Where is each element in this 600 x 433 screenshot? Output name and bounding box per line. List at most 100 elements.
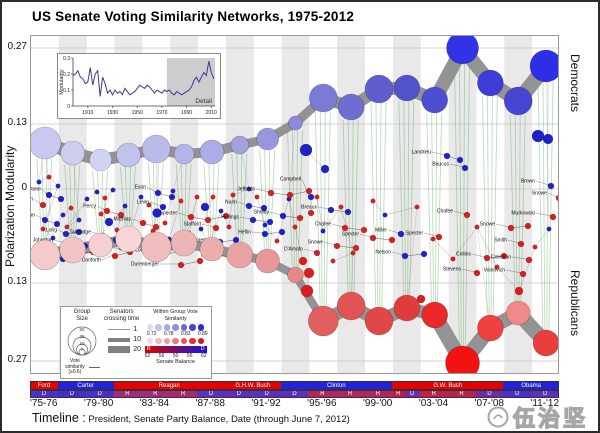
legend-box: Group Size 50 25 10 7 Vote similarity (≥0.6) …	[60, 306, 212, 379]
dem-group-node	[60, 140, 86, 166]
y-tick-label: 0	[21, 182, 27, 193]
senator-dot	[159, 203, 167, 211]
senator-dot	[198, 226, 204, 232]
senate-balance-segment: R	[169, 390, 198, 398]
senator-dot	[245, 202, 253, 210]
year-label: '91-'92	[251, 398, 281, 409]
senator-dot	[320, 228, 326, 234]
senator-dot	[303, 267, 315, 279]
watermark: 伍治坚	[487, 401, 588, 431]
vote-similarity-line	[214, 163, 220, 238]
inset-chart: 0 0.1 0.2 0.3 1910 1930 1950 1970 1990 2010 Modula…	[57, 53, 221, 119]
senator-dot	[45, 191, 53, 199]
year-label: '87-'88	[195, 398, 225, 409]
svg-text:25: 25	[79, 334, 85, 339]
vote-similarity-line	[208, 163, 212, 238]
senator-dot	[194, 194, 200, 200]
rep-group-node	[170, 229, 198, 257]
dem-group-node	[477, 69, 504, 97]
senator-dot	[117, 211, 125, 219]
vote-similarity-line	[520, 114, 526, 302]
senator-dot	[196, 257, 204, 265]
senator-dot	[111, 252, 119, 260]
senator-dot	[40, 226, 46, 232]
vote-similarity-line	[292, 129, 295, 268]
stripe	[337, 36, 366, 373]
senator-dot	[62, 230, 70, 238]
senator-dot	[517, 240, 525, 248]
year-label: '99-'00	[362, 398, 393, 409]
senator-dot	[122, 203, 128, 209]
vote-similarity-line	[314, 111, 321, 307]
senator-label: Murkowski	[511, 211, 535, 217]
similarity-values: 0.72 0.78 0.83 0.89	[146, 330, 208, 337]
vote-similarity-line	[353, 119, 359, 293]
senator-dot	[370, 198, 376, 204]
senator-dot	[388, 236, 396, 244]
rep-group-node	[505, 300, 531, 326]
senator-dot	[212, 224, 220, 232]
vote-similarity-line	[437, 112, 443, 303]
stripe	[448, 36, 477, 373]
svg-text:0.2: 0.2	[63, 72, 70, 78]
senator-dot	[320, 164, 330, 174]
svg-text:1970: 1970	[156, 110, 167, 116]
senator-dot	[146, 202, 152, 208]
svg-text:10: 10	[79, 341, 85, 346]
rep-group-node	[199, 236, 225, 262]
dem-similarity-ramp	[143, 324, 208, 331]
senator-dot	[382, 212, 388, 218]
senator-dot	[369, 234, 377, 242]
senate-balance-segment: D	[503, 390, 532, 398]
senator-dot	[307, 209, 315, 217]
senator-dot	[456, 156, 464, 164]
rep-group-node	[308, 305, 339, 337]
senator-label: Jeffords	[237, 187, 255, 193]
y-tick-label: 0.27	[7, 354, 27, 365]
president-segment: Reagan	[113, 381, 225, 390]
senator-label: Specter	[342, 232, 360, 238]
senator-label: Nelson	[375, 250, 391, 256]
senator-dot	[94, 189, 100, 195]
svg-text:1930: 1930	[107, 110, 118, 116]
svg-text:1950: 1950	[132, 110, 143, 116]
senate-balance-segment: R	[419, 390, 448, 398]
senator-dot	[474, 224, 480, 230]
rep-group-node	[31, 239, 61, 271]
president-segment: Obama	[503, 381, 560, 390]
senator-dot	[154, 189, 162, 197]
senator-dot	[266, 218, 274, 226]
senator-dot	[300, 284, 314, 298]
vote-similarity-line	[212, 163, 215, 238]
dem-group-node	[199, 139, 225, 165]
senator-dot	[53, 220, 61, 228]
vote-similarity-line	[403, 100, 407, 296]
vote-similarity-line	[509, 114, 516, 302]
senator-dot	[338, 204, 344, 210]
senate-balance-segment: R	[336, 390, 365, 398]
senate-balance-gradient: R D	[144, 346, 207, 353]
senate-balance-segment: R	[113, 390, 142, 398]
senator-dot	[84, 196, 90, 202]
rep-similarity-ramp	[143, 337, 208, 344]
senate-balance-segment: D	[252, 390, 281, 398]
senator-dot	[178, 198, 184, 204]
senator-label: Campbell	[280, 177, 301, 183]
senator-dot	[222, 212, 230, 220]
senator-dot	[230, 192, 236, 198]
vote-similarity-line	[64, 164, 71, 238]
year-label	[448, 398, 474, 410]
senator-label: Snowe	[308, 240, 324, 246]
balance-ticks: 62 56 50 56 62	[144, 353, 207, 359]
dem-group-node	[446, 36, 479, 65]
senator-label: Nunn	[225, 200, 237, 206]
senator-dot	[307, 193, 315, 201]
svg-text:0.1: 0.1	[63, 88, 70, 94]
senator-label: Miller	[375, 228, 387, 234]
vote-similarity-line	[323, 111, 326, 307]
senate-balance-segment: D	[57, 390, 86, 398]
vote-similarity-line	[486, 95, 490, 316]
svg-text:1990: 1990	[181, 110, 192, 116]
senator-dot	[152, 208, 162, 218]
dem-group-node	[288, 115, 303, 131]
